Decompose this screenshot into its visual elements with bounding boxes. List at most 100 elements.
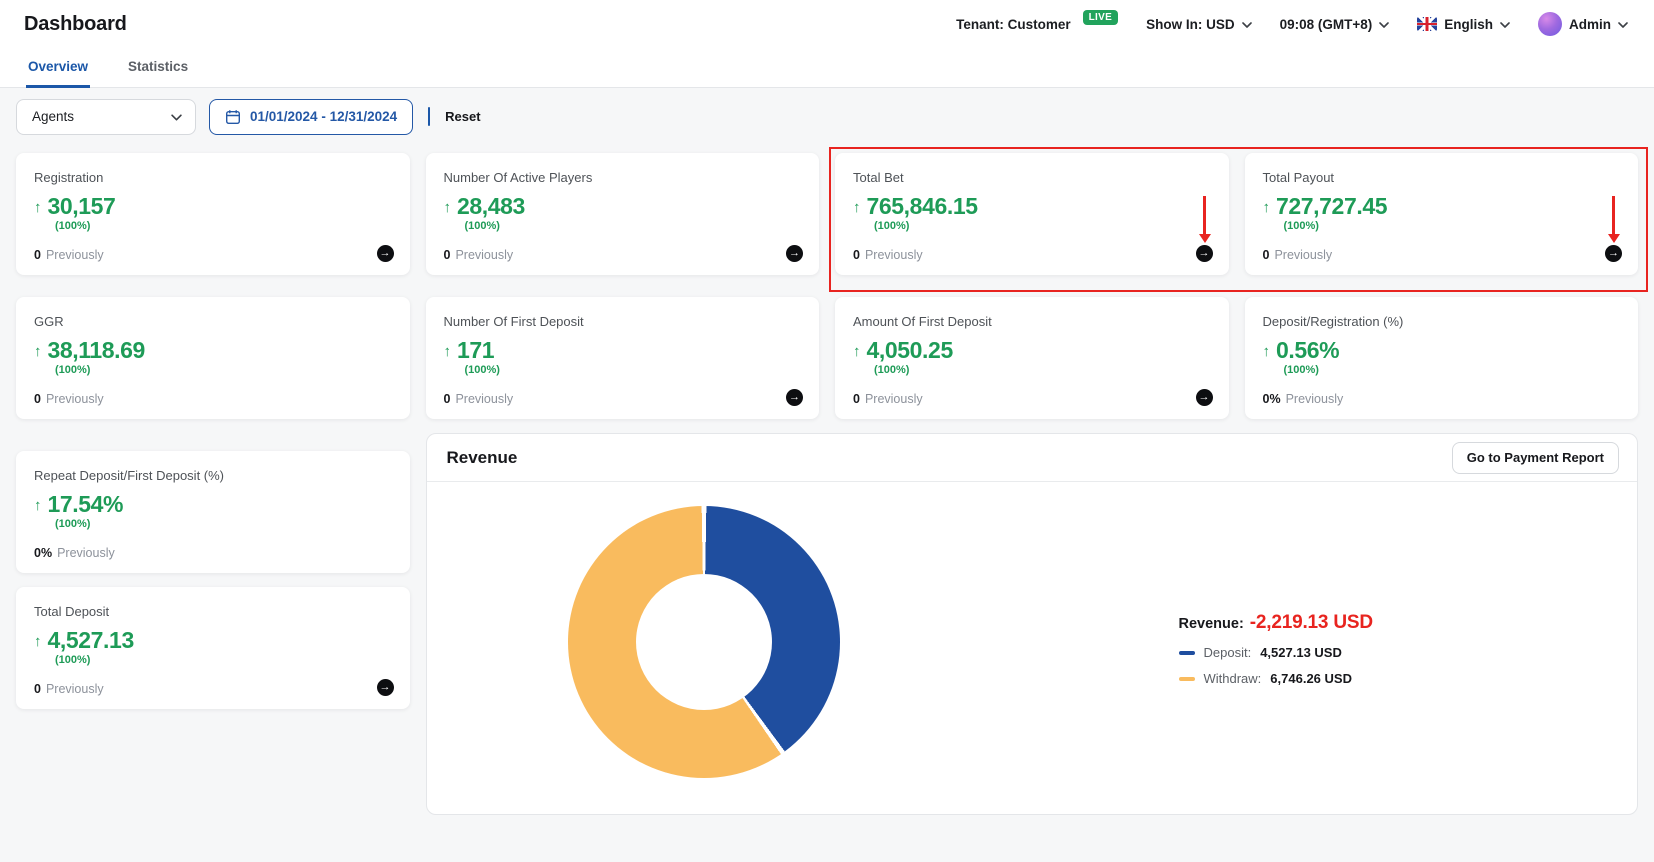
agents-select[interactable]: Agents: [16, 99, 196, 135]
legend-value: 4,527.13 USD: [1260, 645, 1342, 660]
trend-up-arrow-icon: ↑: [853, 344, 861, 359]
stat-card-title: Total Payout: [1263, 170, 1621, 185]
stat-card-percent: (100%): [55, 518, 392, 530]
trend-up-arrow-icon: ↑: [34, 344, 42, 359]
card-detail-arrow-button[interactable]: →: [377, 245, 394, 262]
chevron-down-icon: [1500, 22, 1510, 28]
date-range-button[interactable]: 01/01/2024 - 12/31/2024: [209, 99, 413, 135]
user-menu[interactable]: Admin: [1538, 12, 1628, 36]
currency-label: Show In: USD: [1146, 17, 1235, 32]
stat-card-title: GGR: [34, 314, 392, 329]
trend-up-arrow-icon: ↑: [853, 200, 861, 215]
time-label: 09:08 (GMT+8): [1280, 17, 1373, 32]
tab-statistics[interactable]: Statistics: [126, 48, 190, 88]
stat-card-repeat-deposit-first-deposit: Repeat Deposit/First Deposit (%) ↑ 17.54…: [16, 451, 410, 573]
timezone-selector[interactable]: 09:08 (GMT+8): [1280, 17, 1390, 32]
legend-value: 6,746.26 USD: [1270, 671, 1352, 686]
previous-value: 0: [853, 248, 860, 262]
trend-up-arrow-icon: ↑: [34, 498, 42, 513]
previous-value: 0: [34, 248, 41, 262]
trend-up-arrow-icon: ↑: [34, 634, 42, 649]
stat-card-previous: 0 Previously: [444, 392, 514, 406]
reset-button[interactable]: Reset: [441, 107, 484, 126]
stat-card-value: 28,483: [457, 194, 525, 218]
agents-select-value: Agents: [32, 109, 74, 124]
calendar-icon: [225, 109, 241, 125]
previous-label: Previously: [455, 248, 513, 262]
previous-value: 0: [444, 392, 451, 406]
stat-card-percent: (100%): [1284, 220, 1621, 232]
previous-label: Previously: [1274, 248, 1332, 262]
card-detail-arrow-button[interactable]: →: [786, 389, 803, 406]
previous-value: 0: [444, 248, 451, 262]
avatar: [1538, 12, 1562, 36]
revenue-panel: Revenue Go to Payment Report Revenue:-2,…: [426, 433, 1639, 815]
stat-card-number-of-first-deposit: Number Of First Deposit ↑ 171 (100%) 0Pr…: [426, 297, 820, 419]
card-detail-arrow-button[interactable]: →: [786, 245, 803, 262]
trend-up-arrow-icon: ↑: [1263, 200, 1271, 215]
trend-up-arrow-icon: ↑: [444, 344, 452, 359]
legend-swatch: [1179, 677, 1195, 681]
revenue-total-label: Revenue:: [1179, 616, 1244, 632]
card-detail-arrow-button[interactable]: →: [1605, 245, 1622, 262]
previous-value: 0%: [34, 546, 52, 560]
tab-bar: Overview Statistics: [0, 48, 1654, 88]
stat-card-total-bet: Total Bet ↑ 765,846.15 (100%) 0Previousl…: [835, 153, 1229, 275]
stat-cards-grid: Registration ↑ 30,157 (100%) 0 Previously…: [16, 153, 1638, 419]
stat-card-value: 727,727.45: [1276, 194, 1387, 218]
language-selector[interactable]: English: [1417, 17, 1510, 32]
stat-card-percent: (100%): [874, 220, 1211, 232]
legend-label: Withdraw:: [1204, 671, 1262, 686]
card-detail-arrow-button[interactable]: →: [1196, 389, 1213, 406]
stat-card-previous: 0 Previously: [444, 248, 514, 262]
tenant-text: Tenant: Customer: [956, 17, 1071, 32]
previous-label: Previously: [1286, 392, 1344, 406]
arrow-right-icon: →: [1608, 248, 1619, 259]
arrow-right-icon: →: [789, 392, 800, 403]
previous-label: Previously: [46, 682, 104, 696]
stat-card-title: Deposit/Registration (%): [1263, 314, 1621, 329]
arrow-right-icon: →: [380, 682, 391, 693]
card-detail-arrow-button[interactable]: →: [377, 679, 394, 696]
previous-label: Previously: [455, 392, 513, 406]
dashboard-content: Registration ↑ 30,157 (100%) 0 Previously…: [0, 135, 1654, 815]
chevron-down-icon: [1379, 22, 1389, 28]
currency-selector[interactable]: Show In: USD: [1146, 17, 1252, 32]
go-to-payment-report-button[interactable]: Go to Payment Report: [1452, 442, 1619, 474]
tab-overview[interactable]: Overview: [26, 48, 90, 88]
live-badge: LIVE: [1083, 10, 1118, 25]
stat-card-value: 4,527.13: [48, 628, 134, 652]
stat-card-value: 171: [457, 338, 494, 362]
previous-value: 0%: [1263, 392, 1281, 406]
previous-label: Previously: [46, 392, 104, 406]
revenue-total-value: -2,219.13 USD: [1250, 612, 1373, 633]
date-range-value: 01/01/2024 - 12/31/2024: [250, 109, 397, 124]
stat-card-title: Registration: [34, 170, 392, 185]
card-detail-arrow-button[interactable]: →: [1196, 245, 1213, 262]
stat-card-previous: 0Previously: [853, 392, 923, 406]
previous-label: Previously: [865, 392, 923, 406]
stat-card-previous: 0% Previously: [34, 546, 115, 560]
stat-card-value: 30,157: [48, 194, 116, 218]
stat-card-value: 0.56%: [1276, 338, 1339, 362]
arrow-right-icon: →: [1199, 248, 1210, 259]
stat-card-title: Total Bet: [853, 170, 1211, 185]
arrow-right-icon: →: [380, 248, 391, 259]
arrow-right-icon: →: [789, 248, 800, 259]
stat-card-ggr: GGR ↑ 38,118.69 (100%) 0Previously: [16, 297, 410, 419]
stat-card-previous: 0Previously: [34, 682, 104, 696]
legend-item-deposit: Deposit: 4,527.13 USD: [1179, 645, 1373, 660]
previous-label: Previously: [57, 546, 115, 560]
chevron-down-icon: [1242, 22, 1252, 28]
stat-card-percent: (100%): [55, 654, 392, 666]
stat-card-value: 17.54%: [48, 492, 124, 516]
chevron-down-icon: [1618, 22, 1628, 28]
revenue-donut-chart: [568, 506, 840, 778]
language-label: English: [1444, 17, 1493, 32]
stat-card-title: Repeat Deposit/First Deposit (%): [34, 468, 392, 483]
stat-card-registration: Registration ↑ 30,157 (100%) 0Previously…: [16, 153, 410, 275]
stat-card-number-of-active-players: Number Of Active Players ↑ 28,483 (100%)…: [426, 153, 820, 275]
legend-swatch: [1179, 651, 1195, 655]
stat-card-title: Number Of Active Players: [444, 170, 802, 185]
stat-card-percent: (100%): [1284, 364, 1621, 376]
